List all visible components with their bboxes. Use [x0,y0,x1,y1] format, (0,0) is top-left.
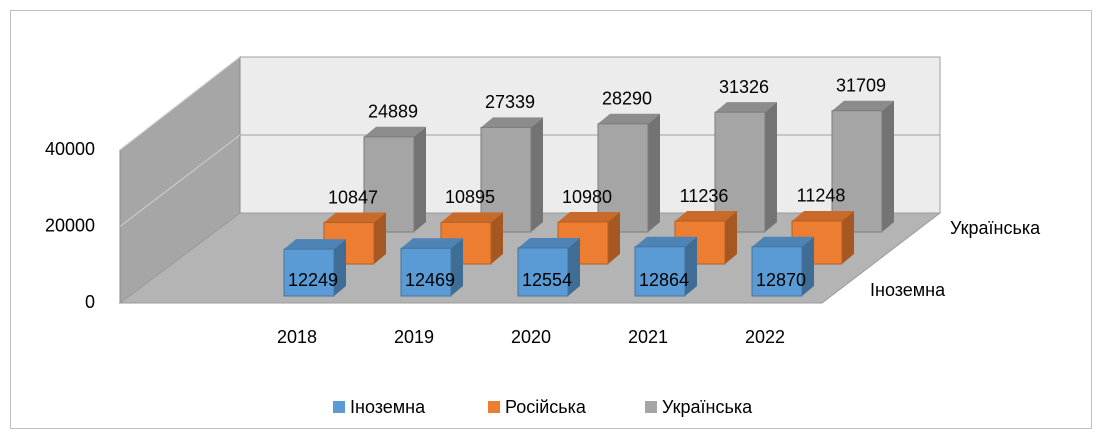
bar-top [635,236,697,247]
legend-swatch [645,401,657,413]
data-label: 11236 [680,186,729,206]
bar-side [414,126,426,232]
bar-side [531,117,543,232]
bar-side [451,238,463,296]
depth-label: Іноземна [870,280,946,300]
bar-top [401,238,463,249]
bar-side [568,237,580,296]
bar-top [324,212,386,223]
bar-top [481,117,543,128]
bar-side [608,212,620,264]
bar-top [715,102,777,113]
y-tick-label: 20000 [45,215,95,235]
data-label: 10895 [445,187,495,207]
data-label: 12870 [756,270,806,290]
bar [400,247,452,297]
x-tick-label: 2018 [277,327,317,347]
legend-label: Іноземна [350,397,426,417]
data-label: 10847 [328,187,378,207]
legend-swatch [333,401,345,413]
grid-line [119,134,241,227]
y-tick-label: 0 [85,292,95,312]
bar-top [675,211,737,222]
bar-side [491,212,503,264]
data-label: 12864 [639,270,689,290]
bar-side [802,236,814,296]
x-tick-label: 2021 [628,327,668,347]
data-label: 12249 [288,270,338,290]
depth-label: Українська [950,218,1041,238]
bar-side [648,113,660,232]
bar-side [374,212,386,264]
data-label: 24889 [368,102,418,122]
data-label: 11248 [797,186,846,206]
data-label: 31709 [836,75,886,95]
x-tick-label: 2019 [394,327,434,347]
x-tick-label: 2020 [511,327,551,347]
bar [283,248,335,297]
bar-side [725,211,737,264]
data-label: 12469 [405,270,455,290]
bar-top [598,113,660,124]
bar-side [882,100,894,232]
y-tick-label: 40000 [45,139,95,159]
bar-top [284,239,346,250]
bar-side [334,239,346,296]
bar [517,247,569,297]
bar-top [752,236,814,247]
bar-side [685,236,697,296]
bar-top [441,212,503,223]
bar-top [558,212,620,223]
bar-side [765,102,777,233]
bar-top [792,210,854,221]
bar [634,246,686,297]
data-label: 10980 [562,187,612,207]
data-label: 31326 [719,77,769,97]
bar-top [364,126,426,137]
bar-top [832,100,894,111]
legend-label: Російська [505,397,587,417]
bar-top [518,237,580,248]
bar [751,246,803,297]
data-label: 27339 [485,92,535,112]
grid-line [119,56,241,151]
x-tick-label: 2022 [745,327,785,347]
data-label: 12554 [522,270,572,290]
data-label: 28290 [602,89,652,109]
bar-side [842,210,854,264]
legend-label: Українська [662,397,753,417]
legend-swatch [488,401,500,413]
